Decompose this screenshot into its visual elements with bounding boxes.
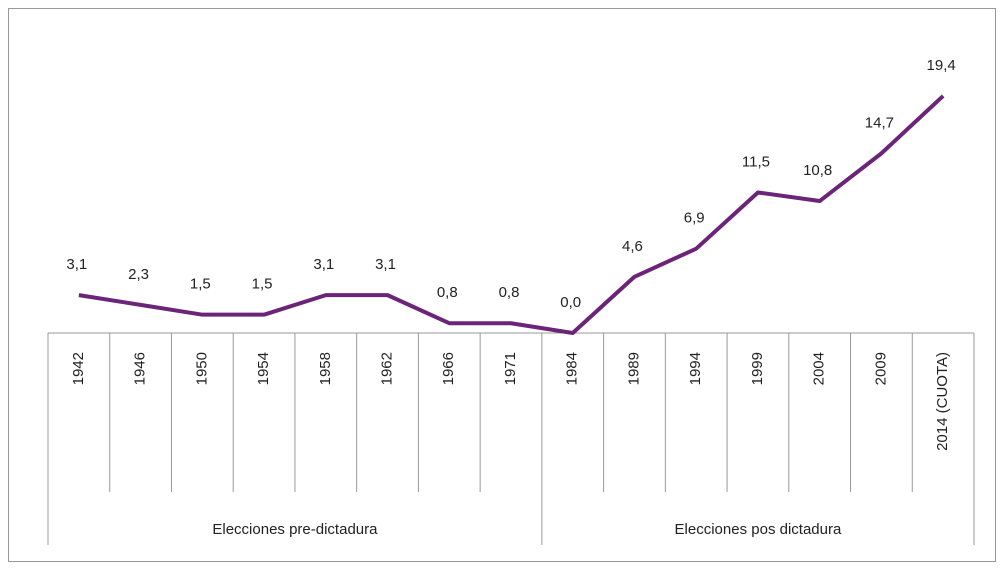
x-tick-label: 2004 [811, 352, 828, 385]
data-line [78, 94, 945, 335]
x-tick-label: 1966 [440, 352, 457, 385]
x-tick-label: 1971 [502, 352, 519, 385]
chart-frame [8, 8, 996, 562]
data-label: 1,5 [190, 276, 211, 293]
x-tick-label: 1942 [70, 352, 87, 385]
x-tick-label: 2014 (CUOTA) [934, 352, 951, 451]
data-label: 3,1 [313, 256, 334, 273]
x-tick-label: 1989 [625, 352, 642, 385]
x-tick-label: 1954 [255, 352, 272, 385]
data-label: 19,4 [927, 57, 956, 74]
group-label: Elecciones pre-dictadura [212, 521, 378, 538]
data-label: 0,8 [499, 284, 520, 301]
data-label: 0,8 [437, 284, 458, 301]
data-label: 2,3 [128, 266, 149, 283]
x-tick-label: 2009 [872, 352, 889, 385]
data-label: 0,0 [560, 294, 581, 311]
data-label: 11,5 [742, 153, 770, 170]
x-tick-label: 1984 [564, 352, 581, 385]
data-label: 10,8 [803, 162, 832, 179]
data-label: 3,1 [375, 256, 396, 273]
data-label: 3,1 [66, 256, 87, 273]
x-tick-label: 1950 [193, 352, 210, 385]
data-label: 1,5 [252, 276, 273, 293]
x-tick-label: 1994 [687, 352, 704, 385]
x-tick-label: 1958 [317, 352, 334, 385]
group-label: Elecciones pos dictadura [675, 521, 842, 538]
x-tick-label: 1999 [749, 352, 766, 385]
x-tick-label: 1962 [379, 352, 396, 385]
x-tick-label: 1946 [132, 352, 149, 385]
data-label: 4,6 [622, 238, 643, 255]
data-label: 6,9 [684, 210, 705, 227]
data-label: 14,7 [865, 114, 894, 131]
